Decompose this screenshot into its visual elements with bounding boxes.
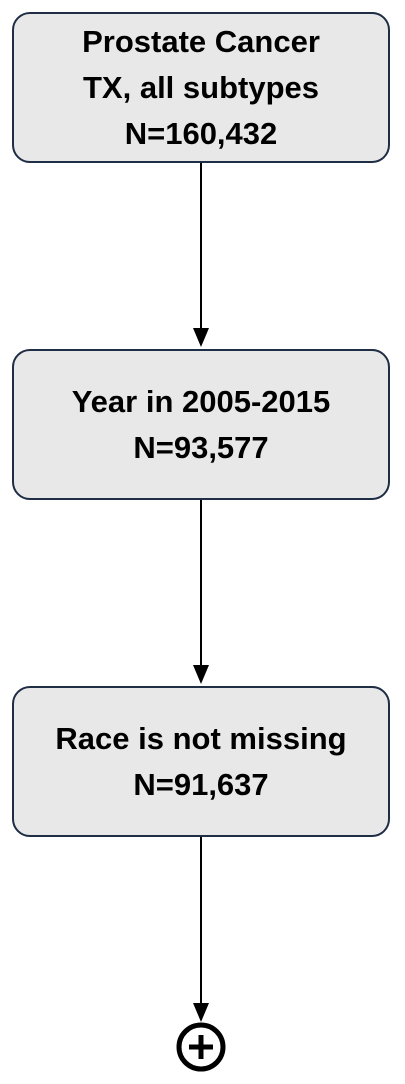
flow-box-prostate-cancer: Prostate Cancer TX, all subtypes N=160,4… xyxy=(12,12,390,163)
box-3-count: N=91,637 xyxy=(133,766,269,802)
circled-plus-icon xyxy=(176,1022,226,1072)
box-1-line-1: Prostate Cancer xyxy=(82,23,320,59)
arrow-2 xyxy=(193,500,209,684)
arrow-3 xyxy=(193,837,209,1022)
arrow-1 xyxy=(193,163,209,347)
box-2-line-1: Year in 2005-2015 xyxy=(71,383,331,419)
box-3-line-1: Race is not missing xyxy=(55,720,347,756)
flow-box-race-not-missing: Race is not missing N=91,637 xyxy=(12,686,390,837)
box-1-line-2: TX, all subtypes xyxy=(82,69,319,105)
box-1-count: N=160,432 xyxy=(124,115,278,151)
flow-box-year-range: Year in 2005-2015 N=93,577 xyxy=(12,349,390,500)
box-2-count: N=93,577 xyxy=(133,429,269,465)
